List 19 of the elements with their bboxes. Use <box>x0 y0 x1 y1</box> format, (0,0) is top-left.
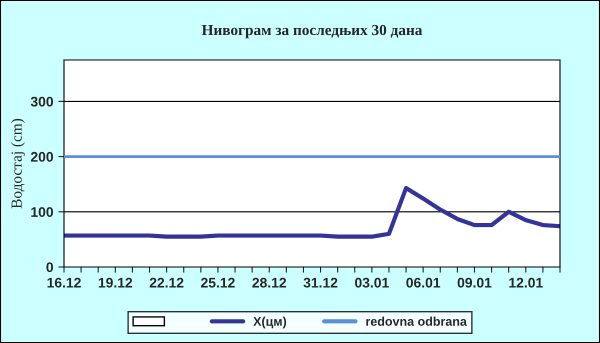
x-tick-label: 06.01 <box>406 278 440 288</box>
x-tick-label: 19.12 <box>98 278 132 288</box>
y-tick-label: 200 <box>30 152 54 162</box>
y-axis-title: Водостај (cm) <box>11 118 25 208</box>
chart-title: Нивограм за последњих 30 дана <box>202 24 422 38</box>
x-tick-label: 03.01 <box>355 278 389 288</box>
line-series <box>64 186 560 239</box>
x-tick-label: 25.12 <box>201 278 235 288</box>
x-tick-label: 31.12 <box>303 278 338 288</box>
y-tick-label: 0 <box>46 262 54 272</box>
x-tick-label: 22.12 <box>150 278 184 288</box>
x-tick-label: 09.01 <box>458 278 492 288</box>
x-tick-label: 28.12 <box>252 278 286 288</box>
legend-label: X(цм) <box>253 316 286 328</box>
legend-label: redovna odbrana <box>366 316 467 326</box>
y-tick-label: 300 <box>30 96 54 107</box>
x-tick-label: 16.12 <box>48 278 81 288</box>
x-tick-label: 12.01 <box>509 278 543 288</box>
y-tick-label: 100 <box>31 207 54 217</box>
